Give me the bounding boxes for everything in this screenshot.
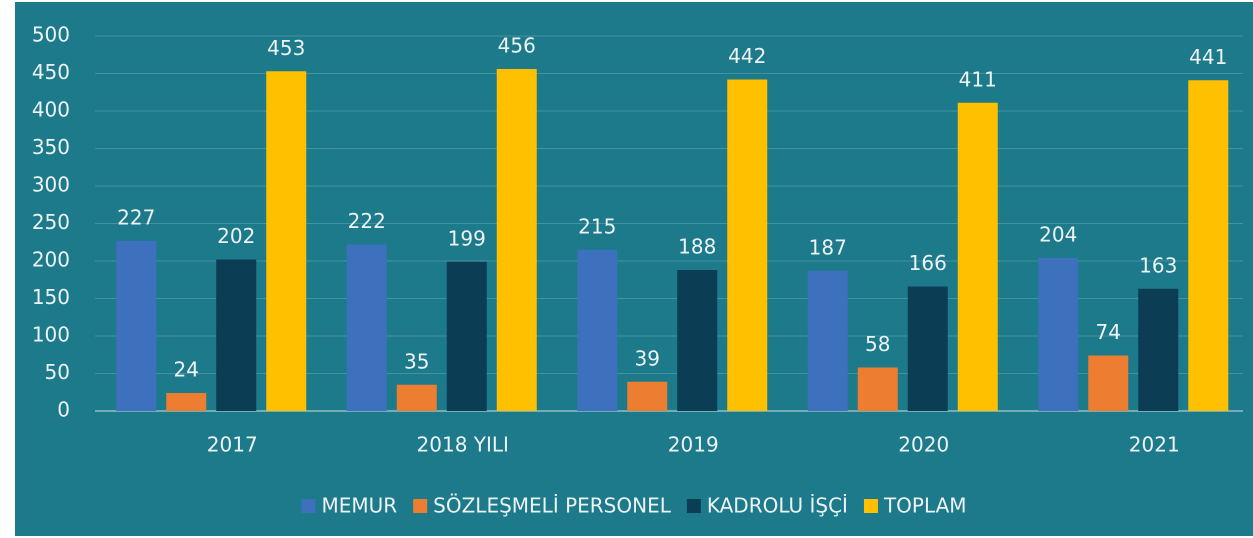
data-label: 202 [217,224,255,248]
bar [1038,258,1079,411]
bar [627,381,668,411]
data-label: 187 [809,235,847,259]
data-label: 188 [678,235,716,259]
data-label: 453 [267,36,305,60]
legend-swatch [413,499,428,513]
data-label: 215 [578,214,616,238]
x-tick-label: 2019 [668,433,719,457]
bar [957,102,998,411]
bar [1088,355,1129,411]
legend-label: KADROLU İŞÇİ [707,494,848,518]
y-tick-label: 500 [32,23,70,47]
y-tick-label: 250 [32,210,70,234]
bar [677,270,718,411]
bar [216,259,257,411]
bar [1188,80,1229,411]
bar [166,393,207,411]
y-tick-label: 100 [32,323,70,347]
bar [446,261,487,411]
legend-swatch [301,499,316,513]
bar [577,249,618,411]
y-tick-label: 400 [32,98,70,122]
data-label: 227 [117,205,155,229]
y-tick-label: 350 [32,135,70,159]
y-tick-label: 50 [45,360,70,384]
y-tick-label: 200 [32,248,70,272]
bar [396,384,437,411]
bar [116,240,157,411]
x-tick-label: 2018 YILI [417,433,509,457]
y-tick-label: 0 [57,398,70,422]
data-label: 39 [635,346,660,370]
legend-swatch [686,499,701,513]
bar [727,79,768,411]
data-label: 24 [174,358,199,382]
x-tick-label: 2020 [898,433,949,457]
data-label: 411 [959,67,997,91]
data-label: 35 [404,349,429,373]
data-label: 58 [865,332,890,356]
data-label: 199 [448,226,486,250]
bar [496,69,537,411]
y-tick-label: 300 [32,173,70,197]
y-tick-label: 150 [32,285,70,309]
legend-label: MEMUR [321,494,397,518]
data-label: 74 [1096,320,1121,344]
data-label: 222 [348,209,386,233]
x-tick-label: 2017 [207,433,258,457]
legend-label: SÖZLEŞMELİ PERSONEL [433,494,672,518]
data-label: 456 [498,34,536,58]
bar [807,270,848,411]
data-label: 442 [728,44,766,68]
data-label: 163 [1139,253,1177,277]
y-tick-label: 450 [32,60,70,84]
x-tick-label: 2021 [1129,433,1180,457]
data-label: 166 [909,251,947,275]
bar [346,244,387,411]
bar [1138,288,1179,411]
bar [857,367,898,411]
legend-label: TOPLAM [883,494,967,518]
bar [907,286,948,411]
bar [266,71,307,411]
data-label: 441 [1189,45,1227,69]
data-label: 204 [1039,223,1077,247]
legend-swatch [863,499,878,513]
